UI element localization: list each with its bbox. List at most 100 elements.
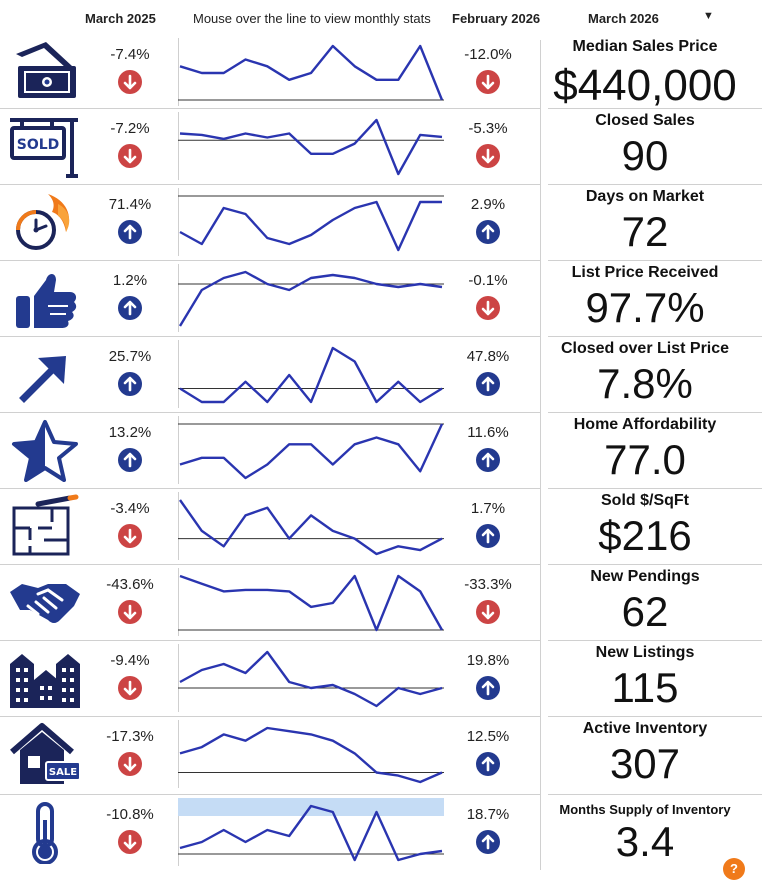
sparkline-point[interactable] <box>327 806 339 818</box>
trend-sparkline[interactable] <box>178 112 444 182</box>
sparkline-point[interactable] <box>414 544 426 556</box>
sparkline-point[interactable] <box>218 133 230 145</box>
sparkline-point[interactable] <box>196 238 208 250</box>
sparkline-point[interactable] <box>327 597 339 609</box>
sparkline-line[interactable] <box>179 200 442 252</box>
sparkline-point[interactable] <box>327 214 339 226</box>
sparkline-point[interactable] <box>261 459 273 471</box>
help-icon[interactable]: ? <box>723 858 745 880</box>
sparkline-point[interactable] <box>371 432 383 444</box>
sparkline-point[interactable] <box>178 60 186 72</box>
trend-sparkline[interactable] <box>178 720 444 790</box>
sparkline-line[interactable] <box>179 118 443 176</box>
sparkline-point[interactable] <box>371 74 383 86</box>
sparkline-point[interactable] <box>261 646 273 658</box>
sparkline-point[interactable] <box>261 722 273 734</box>
sparkline-point[interactable] <box>196 284 208 296</box>
trend-sparkline[interactable] <box>178 798 444 868</box>
sparkline-point[interactable] <box>240 208 252 220</box>
sparkline-point[interactable] <box>371 700 383 712</box>
sparkline-point[interactable] <box>392 682 404 694</box>
sparkline-point[interactable] <box>240 667 252 679</box>
sparkline-point[interactable] <box>327 735 339 747</box>
sparkline-point[interactable] <box>436 281 444 293</box>
sparkline-point[interactable] <box>349 570 361 582</box>
sparkline-point[interactable] <box>178 842 186 854</box>
sparkline-point[interactable] <box>218 202 230 214</box>
sparkline-point[interactable] <box>196 836 208 848</box>
sparkline-point[interactable] <box>283 830 295 842</box>
sparkline-point[interactable] <box>392 570 404 582</box>
sparkline-point[interactable] <box>261 278 273 290</box>
caret-down-icon[interactable]: ▼ <box>703 10 714 22</box>
sparkline-point[interactable] <box>283 438 295 450</box>
sparkline-point[interactable] <box>305 272 317 284</box>
sparkline-point[interactable] <box>240 735 252 747</box>
sparkline-point[interactable] <box>240 128 252 140</box>
sparkline-point[interactable] <box>178 226 186 238</box>
sparkline-point[interactable] <box>283 128 295 140</box>
sparkline-point[interactable] <box>436 845 444 857</box>
sparkline-point[interactable] <box>196 129 208 141</box>
sparkline-point[interactable] <box>436 418 444 430</box>
sparkline-point[interactable] <box>305 396 317 408</box>
sparkline-point[interactable] <box>305 148 317 160</box>
sparkline-point[interactable] <box>196 67 208 79</box>
sparkline-point[interactable] <box>178 570 186 582</box>
trend-sparkline[interactable] <box>178 340 444 410</box>
sparkline-point[interactable] <box>371 624 383 636</box>
sparkline-point[interactable] <box>414 585 426 597</box>
sparkline-point[interactable] <box>392 376 404 388</box>
sparkline-point[interactable] <box>196 396 208 408</box>
sparkline-point[interactable] <box>327 269 339 281</box>
sparkline-point[interactable] <box>349 202 361 214</box>
sparkline-point[interactable] <box>349 854 361 866</box>
sparkline-point[interactable] <box>261 132 273 144</box>
sparkline-point[interactable] <box>392 438 404 450</box>
sparkline-point[interactable] <box>283 369 295 381</box>
sparkline-point[interactable] <box>327 342 339 354</box>
sparkline-point[interactable] <box>283 676 295 688</box>
sparkline-point[interactable] <box>436 131 444 143</box>
sparkline-point[interactable] <box>371 396 383 408</box>
sparkline-point[interactable] <box>414 776 426 788</box>
sparkline-point[interactable] <box>436 196 444 208</box>
sparkline-point[interactable] <box>178 459 186 471</box>
sparkline-line[interactable] <box>179 726 443 784</box>
sparkline-point[interactable] <box>349 138 361 150</box>
sparkline-line[interactable] <box>179 499 443 556</box>
sparkline-point[interactable] <box>436 94 444 106</box>
sparkline-point[interactable] <box>240 266 252 278</box>
sparkline-point[interactable] <box>283 585 295 597</box>
sparkline-point[interactable] <box>240 54 252 66</box>
sparkline-point[interactable] <box>327 459 339 471</box>
sparkline-point[interactable] <box>349 533 361 545</box>
trend-sparkline[interactable] <box>178 492 444 562</box>
sparkline-point[interactable] <box>283 533 295 545</box>
sparkline-point[interactable] <box>436 682 444 694</box>
sparkline-point[interactable] <box>196 525 208 537</box>
sparkline-point[interactable] <box>283 284 295 296</box>
sparkline-point[interactable] <box>414 688 426 700</box>
trend-sparkline[interactable] <box>178 264 444 334</box>
trend-sparkline[interactable] <box>178 644 444 714</box>
sparkline-point[interactable] <box>327 679 339 691</box>
sparkline-point[interactable] <box>436 624 444 636</box>
sparkline-point[interactable] <box>371 548 383 560</box>
sparkline-line[interactable] <box>179 574 444 632</box>
sparkline-line[interactable] <box>179 423 444 480</box>
sparkline-point[interactable] <box>349 747 361 759</box>
sparkline-point[interactable] <box>196 578 208 590</box>
sparkline-point[interactable] <box>392 540 404 552</box>
sparkline-point[interactable] <box>392 281 404 293</box>
sparkline-point[interactable] <box>178 128 186 140</box>
sparkline-point[interactable] <box>371 806 383 818</box>
sparkline-point[interactable] <box>305 229 317 241</box>
sparkline-point[interactable] <box>218 824 230 836</box>
sparkline-line[interactable] <box>179 804 443 862</box>
sparkline-point[interactable] <box>240 472 252 484</box>
sparkline-point[interactable] <box>305 67 317 79</box>
sparkline-point[interactable] <box>261 396 273 408</box>
sparkline-line[interactable] <box>179 346 443 404</box>
sparkline-point[interactable] <box>371 278 383 290</box>
